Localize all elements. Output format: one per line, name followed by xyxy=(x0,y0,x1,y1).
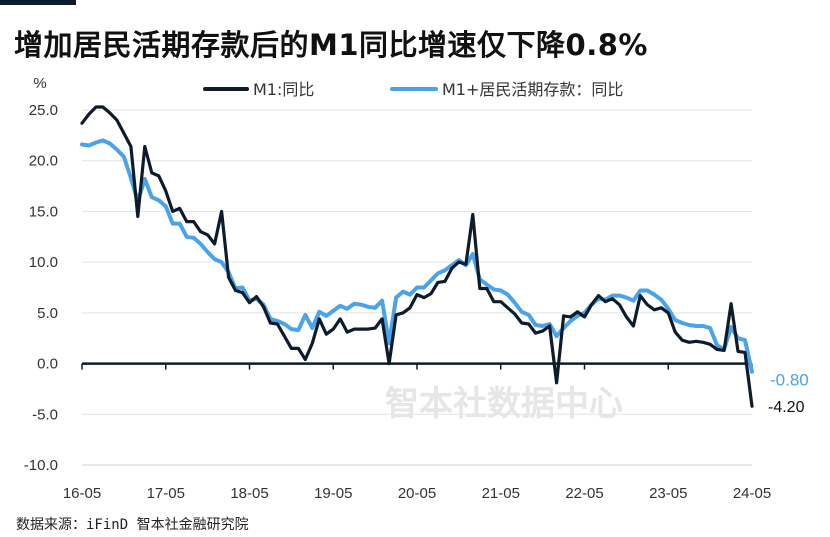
x-tick-label: 23-05 xyxy=(649,485,687,502)
x-axis: 16-05 17-05 18-05 19-05 20-05 21-05 22-05 23-05… xyxy=(63,362,771,502)
x-tick-label: 19-05 xyxy=(314,485,352,502)
y-axis-unit-label: % xyxy=(33,75,46,92)
end-labels: -0.80 -4.20 xyxy=(768,371,809,416)
x-tick-label: 16-05 xyxy=(63,485,101,502)
y-tick-label: 10.0 xyxy=(29,254,58,271)
legend-label: M1+居民活期存款：同比 xyxy=(442,80,623,99)
x-tick-label: 20-05 xyxy=(398,485,436,502)
y-tick-label: 20.0 xyxy=(29,153,58,170)
series-lines xyxy=(80,105,754,408)
legend-item-m1-plus-demand-deposits: M1+居民活期存款：同比 xyxy=(390,80,623,99)
y-tick-label: 5.0 xyxy=(37,305,58,322)
legend-item-m1: M1:同比 xyxy=(203,80,314,99)
y-tick-label: -5.0 xyxy=(32,406,58,423)
series-line-m1-plus-demand-deposits xyxy=(80,138,754,374)
title-accent-bar xyxy=(0,0,76,5)
x-tick-label: 22-05 xyxy=(565,485,603,502)
x-tick-label: 21-05 xyxy=(482,485,520,502)
y-tick-label: 25.0 xyxy=(29,102,58,119)
x-tick-label: 24-05 xyxy=(733,485,771,502)
watermark-text: 智本社数据中心 xyxy=(385,384,623,424)
chart-title: 增加居民活期存款后的M1同比增速仅下降0.8% xyxy=(14,28,648,62)
x-tick-label: 18-05 xyxy=(230,485,268,502)
x-tick-label: 17-05 xyxy=(147,485,185,502)
end-label-m1-plus: -0.80 xyxy=(770,371,809,390)
legend: M1:同比 M1+居民活期存款：同比 xyxy=(203,80,623,99)
data-source-note: 数据来源：iFinD 智本社金融研究院 xyxy=(16,517,249,533)
series-line-m1 xyxy=(80,105,754,408)
end-label-m1: -4.20 xyxy=(768,399,805,416)
legend-label: M1:同比 xyxy=(253,80,314,99)
y-tick-label: 0.0 xyxy=(37,356,58,373)
y-tick-label: 15.0 xyxy=(29,203,58,220)
y-axis: 25.0 20.0 15.0 10.0 5.0 0.0 -5.0 -10.0% xyxy=(24,75,58,474)
y-tick-label: -10.0 xyxy=(24,457,58,474)
